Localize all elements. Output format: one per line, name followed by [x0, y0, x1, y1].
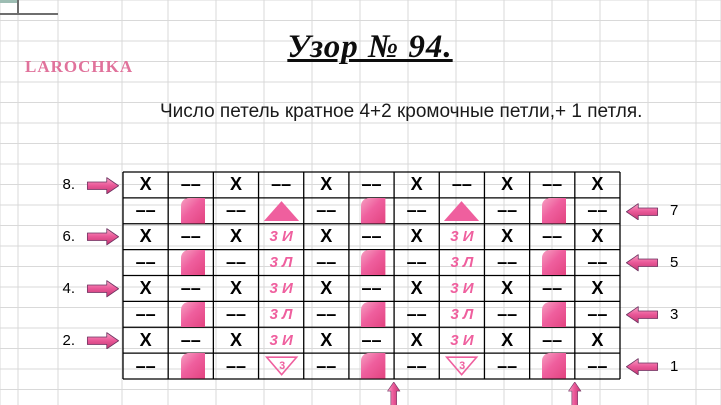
svg-text:3: 3 [460, 360, 466, 372]
svg-text:3: 3 [279, 360, 285, 372]
